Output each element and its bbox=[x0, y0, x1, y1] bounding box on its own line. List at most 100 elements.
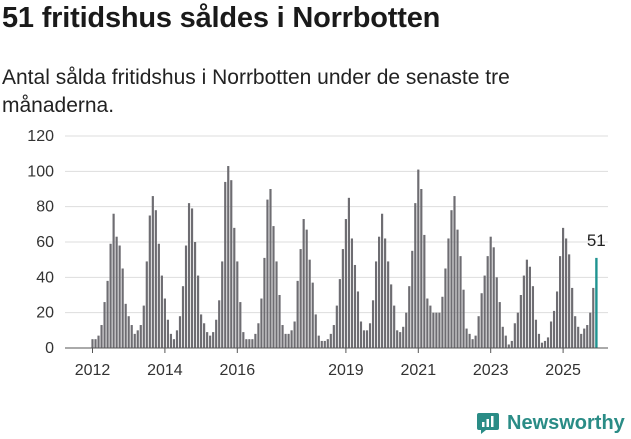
bar bbox=[215, 319, 218, 348]
bar bbox=[552, 310, 556, 348]
bar bbox=[371, 300, 375, 348]
bar bbox=[525, 259, 528, 348]
bar bbox=[568, 254, 571, 348]
bar bbox=[559, 256, 562, 348]
x-tick-label: 2016 bbox=[220, 362, 256, 379]
bar bbox=[489, 236, 492, 348]
bar bbox=[510, 340, 513, 348]
bar bbox=[504, 335, 507, 348]
bar bbox=[516, 312, 519, 348]
bar bbox=[296, 280, 299, 348]
bar bbox=[326, 339, 329, 348]
bar bbox=[577, 326, 580, 348]
bar bbox=[154, 210, 157, 348]
chart-subtitle: Antal sålda fritidshus i Norrbotten unde… bbox=[2, 66, 510, 117]
bar bbox=[471, 339, 474, 348]
bar bbox=[329, 333, 332, 348]
bar bbox=[91, 339, 94, 348]
data-label-latest: 51 bbox=[587, 231, 606, 250]
bar bbox=[405, 312, 408, 348]
bar bbox=[172, 339, 176, 348]
bar bbox=[513, 323, 516, 348]
bar bbox=[534, 319, 538, 348]
bar bbox=[402, 326, 405, 348]
bar bbox=[456, 229, 459, 348]
bar bbox=[335, 305, 338, 348]
bar bbox=[127, 316, 130, 348]
bar bbox=[112, 213, 115, 348]
bar bbox=[501, 326, 504, 348]
bar bbox=[338, 279, 341, 348]
bar bbox=[94, 339, 97, 348]
bar bbox=[184, 245, 188, 348]
bar bbox=[408, 286, 411, 348]
bar bbox=[109, 243, 112, 348]
bar bbox=[130, 325, 133, 348]
axis-labels: 0 20 40 60 80 100 120 2012 2014 2016 2019 2021 2023 2… bbox=[27, 128, 605, 379]
bar bbox=[450, 210, 453, 348]
bar bbox=[209, 335, 212, 348]
bar bbox=[365, 330, 369, 348]
bar bbox=[381, 213, 384, 348]
bar bbox=[290, 330, 293, 348]
bar bbox=[474, 335, 477, 348]
bar bbox=[441, 296, 444, 348]
bar bbox=[302, 219, 305, 348]
bar bbox=[212, 332, 215, 348]
bar bbox=[393, 305, 396, 348]
y-tick-label: 100 bbox=[27, 163, 54, 180]
bar bbox=[103, 302, 106, 348]
bar bbox=[121, 268, 124, 348]
bar bbox=[332, 325, 335, 348]
bar bbox=[399, 332, 402, 348]
bar bbox=[540, 342, 544, 348]
x-tick-label: 2021 bbox=[401, 362, 437, 379]
bar bbox=[426, 298, 429, 348]
bar bbox=[537, 333, 541, 348]
bar bbox=[459, 256, 462, 348]
bar bbox=[317, 335, 320, 348]
bar bbox=[311, 282, 314, 348]
bar bbox=[169, 333, 173, 348]
bar bbox=[124, 303, 127, 348]
bar bbox=[453, 196, 456, 348]
bar bbox=[203, 323, 206, 348]
bar bbox=[136, 330, 139, 348]
bar bbox=[432, 312, 435, 348]
bar bbox=[287, 333, 290, 348]
bar bbox=[299, 249, 302, 348]
bar bbox=[362, 330, 366, 348]
y-tick-label: 20 bbox=[36, 305, 54, 322]
bar bbox=[293, 321, 296, 348]
brand-name: Newsworthy bbox=[507, 411, 625, 434]
bar bbox=[423, 234, 426, 348]
bar bbox=[100, 325, 103, 348]
bar bbox=[414, 203, 417, 348]
bar bbox=[163, 298, 166, 348]
bar bbox=[438, 312, 441, 348]
bar bbox=[236, 261, 239, 348]
bar bbox=[200, 314, 203, 348]
bar bbox=[221, 261, 224, 348]
bar bbox=[589, 312, 592, 348]
bar bbox=[97, 335, 100, 348]
chart-title: 51 fritidshus såldes i Norrbotten bbox=[2, 2, 441, 34]
bar bbox=[447, 238, 450, 348]
bar bbox=[260, 298, 263, 348]
bar bbox=[592, 287, 595, 348]
bar bbox=[157, 243, 160, 348]
bar bbox=[263, 257, 266, 348]
bars bbox=[91, 166, 598, 348]
bar bbox=[492, 247, 495, 348]
bar bbox=[139, 325, 142, 348]
bar bbox=[254, 333, 257, 348]
bar bbox=[498, 302, 501, 348]
bar-chart: 0 20 40 60 80 100 120 2012 2014 2016 2019 2021 2023 2… bbox=[27, 128, 608, 379]
bar bbox=[390, 284, 393, 348]
bar bbox=[356, 291, 360, 348]
bar bbox=[269, 189, 272, 348]
bar bbox=[411, 250, 414, 348]
bar bbox=[148, 215, 151, 348]
y-tick-label: 0 bbox=[45, 340, 54, 357]
bar bbox=[353, 264, 357, 348]
